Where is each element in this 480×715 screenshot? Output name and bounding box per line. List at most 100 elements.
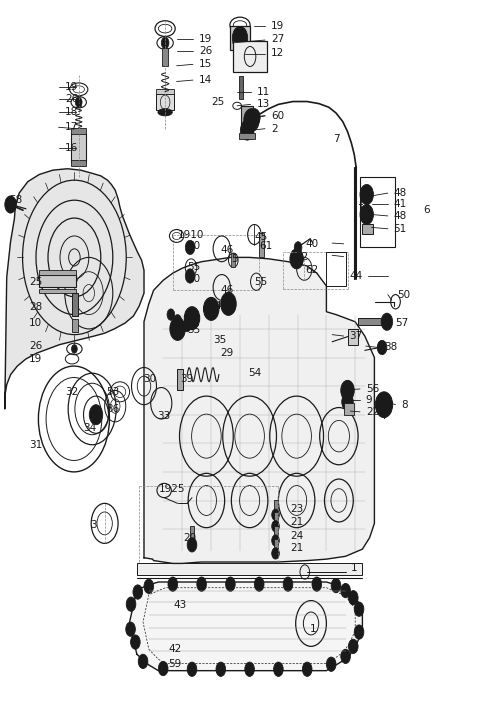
Circle shape bbox=[167, 309, 175, 320]
Circle shape bbox=[360, 184, 373, 204]
Text: 19: 19 bbox=[271, 21, 285, 31]
Text: 47: 47 bbox=[183, 315, 197, 325]
Text: 21: 21 bbox=[290, 517, 303, 527]
Text: 54: 54 bbox=[249, 368, 262, 378]
Text: 55: 55 bbox=[187, 325, 201, 335]
Text: 56: 56 bbox=[366, 384, 379, 394]
Polygon shape bbox=[130, 582, 362, 671]
Text: 11: 11 bbox=[257, 87, 270, 97]
Bar bbox=[241, 106, 253, 136]
Text: 44: 44 bbox=[349, 271, 363, 281]
Circle shape bbox=[197, 577, 206, 591]
Text: 55: 55 bbox=[254, 277, 268, 287]
Circle shape bbox=[72, 345, 77, 353]
Circle shape bbox=[184, 307, 200, 330]
Text: 28: 28 bbox=[29, 302, 42, 312]
Circle shape bbox=[138, 654, 148, 669]
Text: 51: 51 bbox=[394, 224, 407, 234]
Text: 12: 12 bbox=[271, 48, 285, 58]
Text: 10: 10 bbox=[29, 318, 42, 328]
Text: 58: 58 bbox=[10, 195, 23, 205]
Circle shape bbox=[377, 340, 387, 355]
Text: 61: 61 bbox=[259, 241, 273, 251]
Text: 48: 48 bbox=[394, 188, 407, 198]
Circle shape bbox=[283, 577, 293, 591]
Text: 15: 15 bbox=[199, 59, 213, 69]
Bar bbox=[344, 403, 354, 415]
Bar bbox=[71, 160, 86, 166]
Text: 4: 4 bbox=[211, 304, 218, 314]
Text: 52: 52 bbox=[296, 252, 309, 262]
Text: 45: 45 bbox=[254, 232, 268, 242]
Bar bbox=[137, 563, 362, 575]
Bar bbox=[156, 94, 174, 110]
Circle shape bbox=[204, 297, 219, 320]
Bar bbox=[190, 526, 194, 543]
Text: 19: 19 bbox=[199, 34, 213, 44]
Text: 17: 17 bbox=[65, 122, 78, 132]
Text: 3: 3 bbox=[90, 520, 97, 530]
Bar bbox=[274, 500, 278, 515]
Circle shape bbox=[126, 597, 136, 611]
Text: 26: 26 bbox=[65, 94, 78, 104]
Bar bbox=[162, 48, 168, 66]
Text: 2: 2 bbox=[271, 124, 278, 134]
Text: 25: 25 bbox=[211, 97, 225, 107]
Circle shape bbox=[133, 585, 143, 599]
Text: 48: 48 bbox=[394, 211, 407, 221]
Text: 18: 18 bbox=[65, 107, 78, 117]
Text: 26: 26 bbox=[199, 46, 213, 56]
Circle shape bbox=[254, 577, 264, 591]
Circle shape bbox=[331, 578, 341, 593]
Circle shape bbox=[158, 661, 168, 676]
Circle shape bbox=[326, 657, 336, 671]
Circle shape bbox=[348, 591, 358, 605]
Text: 19: 19 bbox=[29, 354, 42, 364]
Circle shape bbox=[272, 521, 279, 532]
Circle shape bbox=[272, 509, 279, 521]
Circle shape bbox=[290, 249, 303, 269]
Circle shape bbox=[341, 583, 350, 598]
Text: 5: 5 bbox=[231, 254, 238, 264]
Text: 22: 22 bbox=[366, 407, 379, 417]
Bar bbox=[177, 369, 183, 390]
Text: 59: 59 bbox=[168, 659, 181, 669]
Circle shape bbox=[187, 662, 197, 676]
Circle shape bbox=[348, 639, 358, 654]
Text: 32: 32 bbox=[65, 387, 78, 397]
Text: 1: 1 bbox=[310, 624, 316, 634]
Text: 53: 53 bbox=[107, 387, 120, 397]
Circle shape bbox=[89, 405, 103, 425]
Circle shape bbox=[381, 313, 393, 330]
Bar bbox=[326, 252, 346, 286]
Text: 1925: 1925 bbox=[158, 484, 185, 494]
Bar bbox=[71, 133, 86, 162]
Circle shape bbox=[174, 315, 181, 326]
Text: 30: 30 bbox=[143, 374, 156, 384]
Bar bbox=[72, 319, 78, 332]
Text: 33: 33 bbox=[157, 411, 171, 421]
Text: 60: 60 bbox=[271, 111, 284, 121]
Bar bbox=[233, 41, 267, 72]
Bar bbox=[72, 293, 78, 316]
Circle shape bbox=[272, 535, 279, 546]
Bar bbox=[239, 76, 243, 99]
Text: 21: 21 bbox=[290, 543, 303, 553]
Bar bbox=[39, 289, 76, 293]
Text: 8: 8 bbox=[401, 400, 408, 410]
Bar bbox=[360, 177, 395, 247]
Text: 38: 38 bbox=[384, 342, 397, 352]
Text: 50: 50 bbox=[397, 290, 410, 300]
Circle shape bbox=[144, 579, 154, 593]
Circle shape bbox=[375, 392, 393, 418]
Bar bbox=[274, 526, 278, 541]
Text: 9: 9 bbox=[366, 395, 372, 405]
Bar bbox=[39, 270, 76, 275]
Circle shape bbox=[161, 37, 169, 49]
Circle shape bbox=[126, 622, 135, 636]
Text: 4: 4 bbox=[214, 301, 221, 311]
Bar bbox=[71, 128, 86, 134]
Circle shape bbox=[216, 662, 226, 676]
Bar bbox=[259, 233, 264, 257]
Text: 6: 6 bbox=[423, 205, 430, 215]
